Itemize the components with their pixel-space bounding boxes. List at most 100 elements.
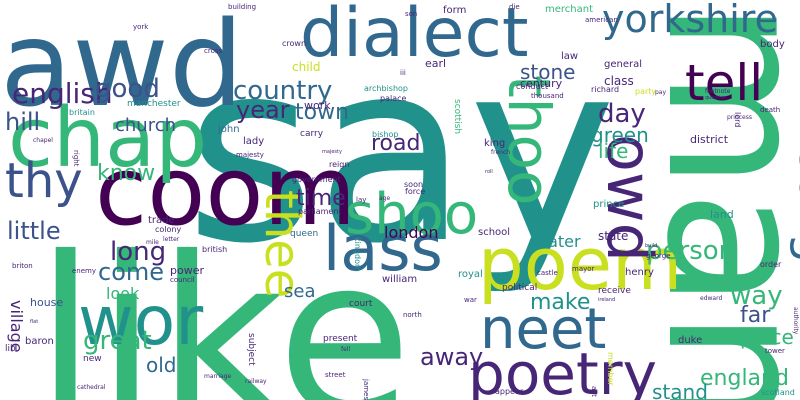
word-henry: henry xyxy=(625,267,654,278)
word-new: new xyxy=(83,354,102,364)
word-palace: palace xyxy=(380,94,407,103)
word-richard: richard xyxy=(591,85,620,94)
word-ireland: ireland xyxy=(598,297,616,303)
word-john: john xyxy=(218,124,240,135)
word-chap: chap xyxy=(8,91,208,186)
word-house: house xyxy=(30,296,64,309)
word-form: form xyxy=(443,5,467,16)
word-sea: sea xyxy=(284,281,316,302)
word-know: know xyxy=(97,161,156,186)
word-north: north xyxy=(403,311,422,319)
word-wor: wor xyxy=(78,282,204,361)
word-english: english xyxy=(12,77,113,110)
word-council: council xyxy=(170,276,195,284)
word-mile: mile xyxy=(146,239,159,246)
word-like: like xyxy=(35,210,413,400)
word-dialect: dialect xyxy=(300,0,529,73)
word-scotland: scotland xyxy=(761,388,795,397)
word-neet: neet xyxy=(480,297,607,362)
word-old: old xyxy=(146,353,177,377)
word-lady: lady xyxy=(243,136,265,147)
word-child: child xyxy=(292,60,321,74)
word-son: son xyxy=(405,10,418,18)
word-archbishop: archbishop xyxy=(364,84,408,93)
word-stone: stone xyxy=(520,60,576,84)
word-away: away xyxy=(420,343,484,371)
word-britain: britain xyxy=(69,108,95,117)
word-mayor: mayor xyxy=(572,265,595,273)
word-question: question xyxy=(705,95,727,101)
word-district: district xyxy=(690,133,729,146)
word-die: die xyxy=(509,3,520,11)
word-church: church xyxy=(115,115,177,136)
word-little: little xyxy=(7,217,61,245)
word-london: london xyxy=(384,223,439,242)
word-hill: hill xyxy=(5,108,41,136)
word-century: century xyxy=(520,77,563,90)
word-act: act xyxy=(590,386,598,397)
word-class: class xyxy=(604,74,634,88)
word-authority: authority xyxy=(792,307,799,335)
word-cathedral: cathedral xyxy=(77,384,106,391)
word-roll: roll xyxy=(485,169,493,175)
word-place: place xyxy=(740,325,794,349)
word-railway: railway xyxy=(245,378,267,385)
word-york: york xyxy=(133,23,149,31)
word-pay: pay xyxy=(655,89,667,96)
word-present: present xyxy=(323,334,358,344)
word-poetry: poetry xyxy=(468,340,657,400)
word-order: order xyxy=(760,260,782,269)
word-lass: lass xyxy=(323,212,443,285)
word-day: day xyxy=(598,99,646,129)
word-james: james xyxy=(362,379,370,400)
word-yorkshire: yorkshire xyxy=(602,0,778,41)
word-england: england xyxy=(700,366,789,391)
word-carry: carry xyxy=(300,129,324,139)
word-crown: crown xyxy=(282,39,307,48)
word-baron: baron xyxy=(25,336,54,347)
word-force: force xyxy=(405,187,426,196)
word-soon: soon xyxy=(404,180,424,189)
word-manchester: manchester xyxy=(127,99,181,109)
word-political: political xyxy=(502,283,538,293)
word-street: street xyxy=(325,371,346,379)
word-royal: royal xyxy=(458,269,483,280)
word-american: american xyxy=(585,16,618,24)
word-coom: coom xyxy=(95,137,357,247)
word-school: school xyxy=(478,227,511,238)
word-enemy: enemy xyxy=(72,267,97,275)
word-way: way xyxy=(730,281,783,311)
word-merchant: merchant xyxy=(545,4,594,15)
word-trade: trade xyxy=(148,215,175,226)
word-good: good xyxy=(95,74,160,104)
word-make: make xyxy=(530,290,591,315)
word-thy: thy xyxy=(5,153,83,209)
word-life: life xyxy=(598,139,629,163)
word-state: state xyxy=(598,229,629,243)
word-scottish: scottish xyxy=(452,99,462,135)
word-bishop: bishop xyxy=(372,130,399,139)
word-land: land xyxy=(710,208,734,221)
word-tell: tell xyxy=(685,54,764,112)
word-look: look xyxy=(106,284,140,303)
word-far: far xyxy=(740,303,771,328)
word-person: person xyxy=(646,236,736,266)
word-footnote: footnote xyxy=(705,88,731,95)
word-water: water xyxy=(535,232,581,251)
word-stand: stand xyxy=(652,380,708,400)
word-age: age xyxy=(379,195,391,202)
word-edward: edward xyxy=(700,295,723,302)
word-say: say xyxy=(185,7,617,298)
word-prince: prince xyxy=(593,199,625,210)
word-year: year xyxy=(236,96,290,124)
word-build: build xyxy=(645,243,658,249)
word-thousand: thousand xyxy=(531,92,564,100)
word-french: french xyxy=(491,149,511,156)
word-party: party xyxy=(635,87,657,96)
word-tower: tower xyxy=(765,347,785,355)
word-power: power xyxy=(170,264,204,277)
word-government: government xyxy=(292,175,341,184)
word-long: long xyxy=(110,237,167,267)
word-earl: earl xyxy=(425,57,447,70)
